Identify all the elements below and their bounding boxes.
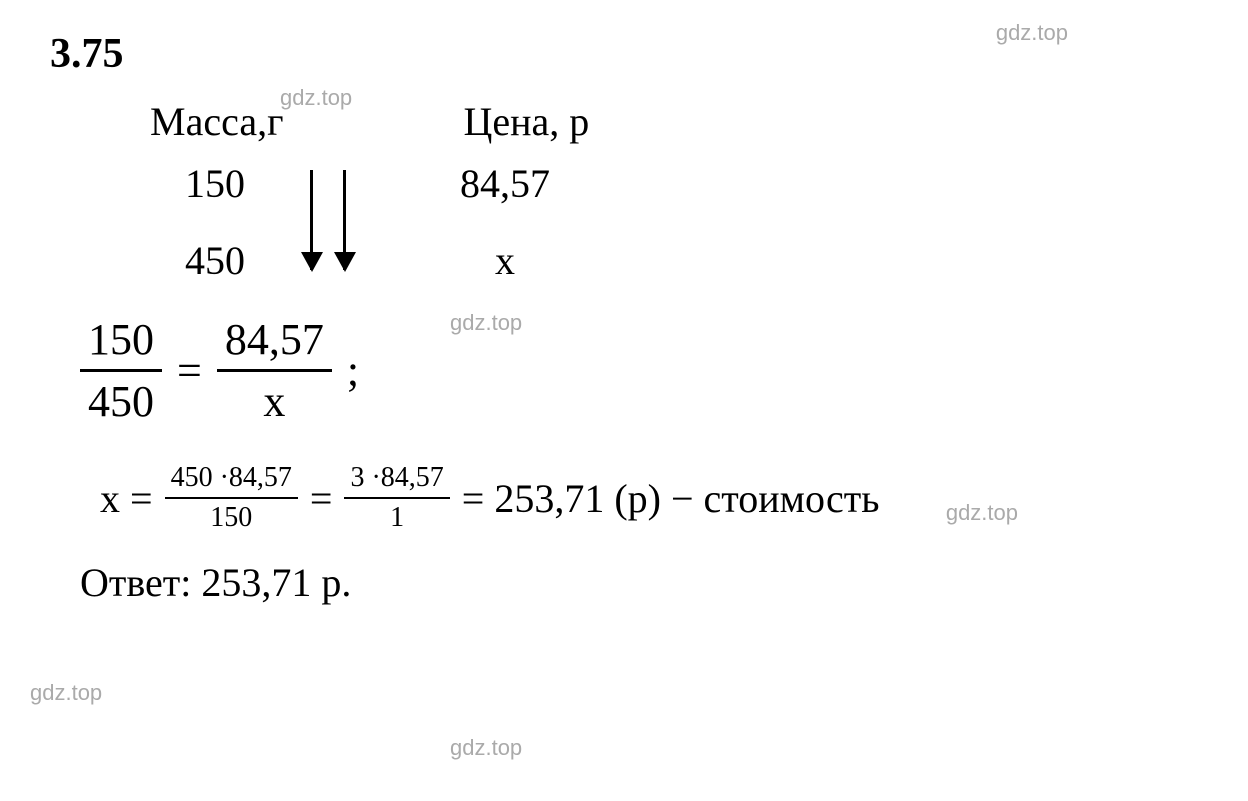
arrow-down-1 bbox=[310, 170, 313, 270]
mass-value-1: 150 bbox=[150, 160, 280, 207]
fraction-left-num: 150 bbox=[80, 314, 162, 372]
x-equals: х = bbox=[100, 475, 153, 522]
price-value-1: 84,57 bbox=[420, 160, 590, 207]
fraction-step1: 450 ·84,57 150 bbox=[165, 462, 298, 534]
answer: Ответ: 253,71 р. bbox=[80, 559, 1198, 606]
watermark-top-right: gdz.top bbox=[996, 20, 1068, 46]
fraction-right-num: 84,57 bbox=[217, 314, 332, 372]
fraction-step2-num: 3 ·84,57 bbox=[344, 462, 449, 499]
watermark-bottom-left: gdz.top bbox=[30, 680, 102, 706]
semicolon: ; bbox=[347, 345, 359, 396]
equals-1: = bbox=[310, 475, 333, 522]
fraction-right: 84,57 х bbox=[217, 314, 332, 427]
proportion-table: Масса,г Цена, р 150 450 84,57 х bbox=[150, 98, 1198, 284]
price-value-x: х bbox=[420, 237, 590, 284]
arrow-down-2 bbox=[343, 170, 346, 270]
fraction-step1-num: 450 ·84,57 bbox=[165, 462, 298, 499]
watermark-mid: gdz.top bbox=[450, 310, 522, 336]
watermark-right: gdz.top bbox=[946, 500, 1018, 526]
fraction-left: 150 450 bbox=[80, 314, 162, 427]
proportion-arrows bbox=[310, 170, 346, 270]
fraction-right-den: х bbox=[255, 372, 293, 427]
watermark-answer: gdz.top bbox=[450, 735, 522, 761]
proportion-equation: 150 450 = 84,57 х ; bbox=[80, 314, 1198, 427]
mass-value-2: 450 bbox=[150, 237, 280, 284]
equals-sign: = bbox=[177, 345, 202, 396]
result-text: = 253,71 (р) − стоимость bbox=[462, 475, 880, 522]
fraction-step2-den: 1 bbox=[384, 499, 410, 534]
header-mass: Масса,г bbox=[150, 98, 283, 145]
fraction-step2: 3 ·84,57 1 bbox=[344, 462, 449, 534]
fraction-left-den: 450 bbox=[80, 372, 162, 427]
fraction-step1-den: 150 bbox=[204, 499, 258, 534]
solution-line: х = 450 ·84,57 150 = 3 ·84,57 1 = 253,71… bbox=[100, 462, 1198, 534]
header-price: Цена, р bbox=[463, 98, 589, 145]
watermark-header: gdz.top bbox=[280, 85, 352, 111]
